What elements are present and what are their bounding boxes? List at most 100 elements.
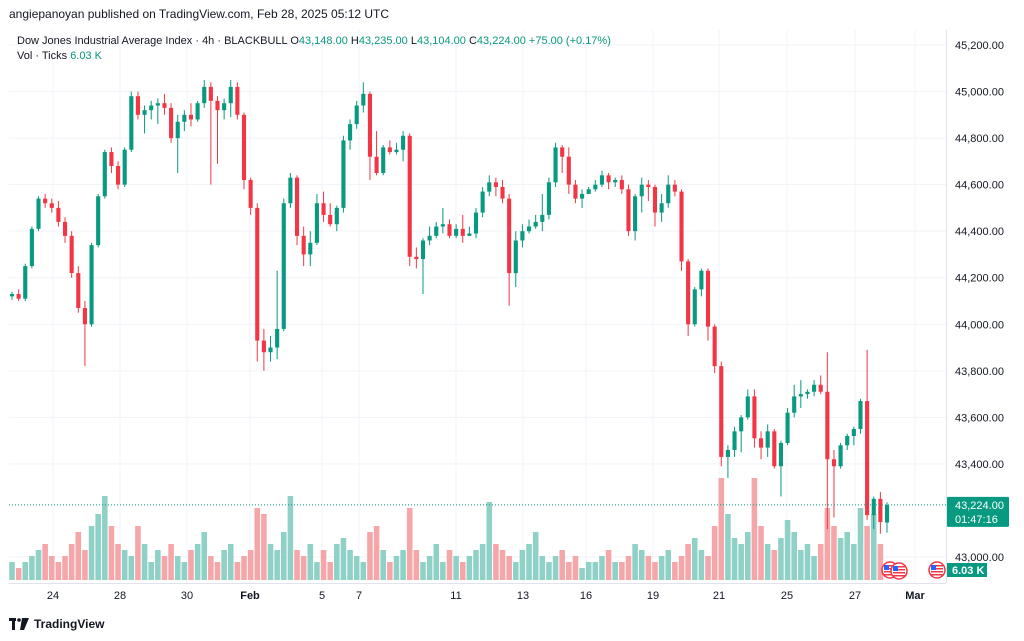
volume-bar bbox=[824, 508, 831, 580]
volume-bar bbox=[784, 520, 791, 580]
volume-bar bbox=[632, 544, 638, 580]
candle-body bbox=[367, 93, 373, 157]
candle-body bbox=[228, 86, 233, 104]
candle-body bbox=[202, 86, 207, 104]
volume-bar bbox=[48, 556, 55, 580]
candle-body bbox=[871, 498, 876, 516]
time-tick-label: 7 bbox=[356, 590, 362, 602]
volume-bar bbox=[128, 556, 135, 580]
time-tick-label: 16 bbox=[580, 590, 592, 602]
flag-stripe bbox=[893, 566, 905, 568]
volume-bar bbox=[400, 550, 406, 580]
price-axis[interactable]: 45,200.00 45,000.00 44,800.00 44,600.00 44,4… bbox=[946, 30, 1024, 583]
candle-body bbox=[884, 504, 890, 523]
volume-bar bbox=[35, 550, 42, 580]
volume-bar bbox=[9, 562, 15, 580]
candle-body bbox=[507, 198, 512, 274]
volume-bar bbox=[267, 544, 274, 580]
price-chart-svg[interactable] bbox=[9, 30, 946, 583]
volume-bar bbox=[638, 550, 645, 580]
volume-bar bbox=[241, 556, 247, 580]
volume-bar bbox=[539, 556, 546, 580]
candle-body bbox=[43, 198, 48, 204]
volume-bar bbox=[360, 562, 367, 580]
volume-bar bbox=[532, 532, 539, 580]
last-price-label: 43,224.00 bbox=[955, 500, 1004, 512]
volume-bar bbox=[526, 544, 532, 580]
volume-bar bbox=[115, 544, 121, 580]
candle-body bbox=[540, 214, 545, 222]
volume-bar bbox=[605, 550, 612, 580]
candle-body bbox=[573, 184, 578, 199]
volume-bar bbox=[380, 550, 386, 580]
candle-body bbox=[798, 394, 803, 397]
candle-body bbox=[102, 152, 107, 197]
candle-body bbox=[792, 396, 797, 413]
candle-body bbox=[434, 226, 439, 236]
candle-body bbox=[36, 198, 41, 229]
candle-body bbox=[248, 179, 253, 208]
flag-stripe bbox=[931, 571, 943, 573]
volume-bar bbox=[261, 514, 267, 580]
candle-body bbox=[705, 270, 711, 327]
volume-bar bbox=[725, 514, 731, 580]
volume-bar bbox=[625, 556, 632, 580]
volume-bar bbox=[877, 544, 884, 580]
brand-name: TradingView bbox=[34, 617, 105, 631]
candle-body bbox=[752, 396, 757, 439]
candle-body bbox=[308, 242, 313, 255]
volume-bar bbox=[95, 514, 101, 580]
volume-bar bbox=[612, 562, 619, 580]
time-axis[interactable]: 24 28 30 Feb 5 7 11 13 16 19 21 25 27 Mar bbox=[9, 583, 946, 606]
candle-body bbox=[29, 228, 34, 267]
volume-bar bbox=[347, 550, 353, 580]
chart-pane[interactable] bbox=[9, 30, 946, 583]
price-tick-label: 44,000.00 bbox=[955, 319, 1004, 331]
volume-bar bbox=[340, 538, 347, 580]
volume-label[interactable]: Vol · Ticks bbox=[17, 50, 68, 62]
volume-bar bbox=[652, 562, 658, 580]
candle-body bbox=[652, 186, 658, 213]
candle-body bbox=[838, 445, 843, 467]
candle-body bbox=[188, 114, 194, 120]
volume-bar bbox=[188, 550, 194, 580]
chart-legend: Dow Jones Industrial Average Index · 4h … bbox=[17, 34, 611, 64]
time-tick-label: 25 bbox=[781, 590, 793, 602]
price-tick-label: 43,000.00 bbox=[955, 552, 1004, 564]
price-tick-label: 45,000.00 bbox=[955, 87, 1004, 99]
volume-badge bbox=[947, 563, 987, 577]
price-tick-label: 43,800.00 bbox=[955, 366, 1004, 378]
candle-body bbox=[493, 182, 498, 187]
volume-bar bbox=[320, 550, 327, 580]
volume-bar bbox=[552, 556, 559, 580]
volume-bar bbox=[479, 544, 486, 580]
countdown-label: 01:47:16 bbox=[955, 514, 998, 526]
price-tick-label: 44,600.00 bbox=[955, 180, 1004, 192]
volume-bar bbox=[29, 556, 35, 580]
candle-body bbox=[812, 384, 817, 392]
candle-body bbox=[182, 114, 187, 122]
symbol-name[interactable]: Dow Jones Industrial Average Index · 4h … bbox=[17, 35, 288, 47]
candle-body bbox=[62, 221, 68, 236]
legend-volume-row: Vol · Ticks 6.03 K bbox=[17, 49, 611, 64]
volume-badge-label: 6.03 K bbox=[952, 565, 984, 577]
volume-bar bbox=[844, 532, 851, 580]
candle-body bbox=[831, 459, 837, 467]
flag-canton bbox=[893, 566, 898, 571]
footer-brand[interactable]: TradingView bbox=[9, 617, 104, 631]
candle-body bbox=[546, 182, 551, 215]
volume-bar bbox=[327, 562, 333, 580]
candle-body bbox=[732, 431, 737, 450]
time-axis-svg: 24 28 30 Feb 5 7 11 13 16 19 21 25 27 Mar bbox=[47, 590, 926, 602]
candle-body bbox=[454, 228, 459, 236]
volume-bar bbox=[314, 562, 320, 580]
volume-bar bbox=[870, 514, 877, 580]
volume-bar bbox=[413, 550, 420, 580]
candle-body bbox=[96, 196, 101, 246]
candle-body bbox=[129, 96, 134, 150]
volume-bar bbox=[831, 526, 837, 580]
volume-bar bbox=[161, 556, 168, 580]
close-label: C bbox=[468, 35, 477, 47]
volume-bar bbox=[698, 550, 705, 580]
candle-body bbox=[639, 184, 644, 197]
